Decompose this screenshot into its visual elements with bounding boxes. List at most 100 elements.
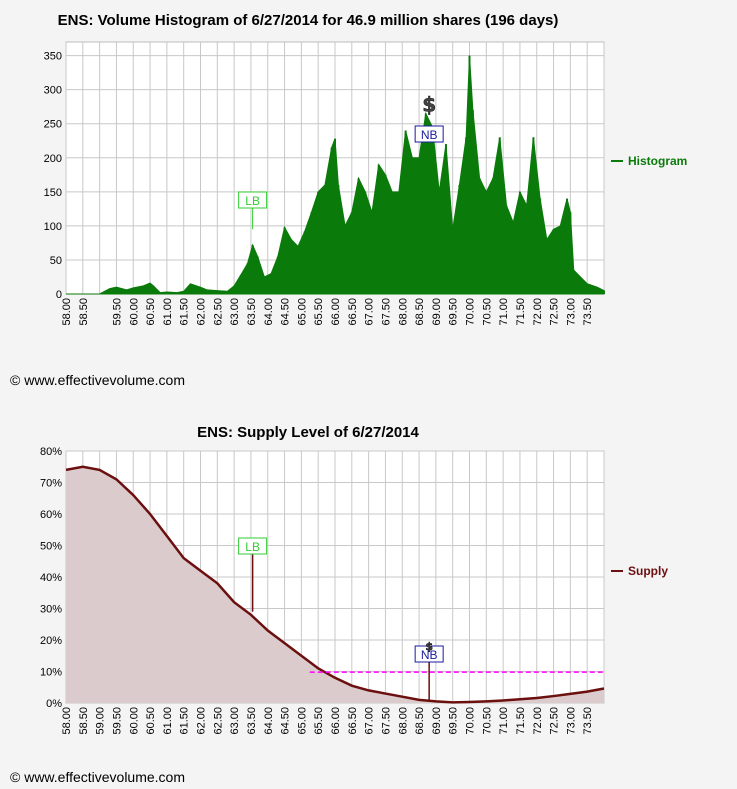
y-tick-label: 300 [44,85,62,97]
x-tick-label: 62.00 [196,298,208,326]
x-tick-label: 73.00 [565,298,577,326]
x-tick-label: 70.50 [481,298,493,326]
x-tick-label: 66.00 [330,707,342,735]
nb-marker-box [414,645,444,663]
histogram-legend: Histogram [611,154,687,168]
x-tick-label: 67.00 [364,298,376,326]
x-tick-label: 60.50 [145,298,157,326]
x-tick-label: 63.50 [246,707,258,735]
x-tick-label: 66.00 [330,298,342,326]
supply-legend: Supply [611,564,668,578]
y-tick-label: 20% [40,635,62,647]
x-tick-label: 66.50 [347,707,359,735]
dollar-icon: $ [422,93,436,117]
x-tick-label: 70.00 [465,707,477,735]
x-tick-label: 70.50 [481,707,493,735]
histogram-markers: LB NB $ [238,92,444,230]
y-tick-label: 70% [40,478,62,490]
x-tick-label: 67.00 [364,707,376,735]
x-tick-label: 73.00 [565,707,577,735]
lb-marker-label: LB [245,540,260,554]
histogram-series [66,55,605,295]
x-tick-label: 58.00 [61,707,73,735]
x-tick-label: 66.50 [347,298,359,326]
x-tick-label: 65.50 [313,707,325,735]
x-tick-label: 69.50 [448,298,460,326]
x-tick-label: 72.00 [532,298,544,326]
histogram-y-axis: 0 50 100 150 200 250 300 350 [44,51,62,301]
x-tick-label: 69.00 [431,707,443,735]
x-tick-label: 72.50 [549,298,561,326]
x-tick-label: 65.00 [296,298,308,326]
x-tick-label: 72.50 [549,707,561,735]
y-tick-label: 100 [44,221,62,233]
x-tick-label: 64.00 [263,298,275,326]
y-tick-label: 60% [40,509,62,521]
x-tick-label: 60.00 [128,707,140,735]
x-tick-label: 62.00 [196,707,208,735]
x-tick-label: 70.00 [465,298,477,326]
histogram-legend-label: Histogram [628,154,687,168]
x-tick-label: 72.00 [532,707,544,735]
x-tick-label: 59.50 [111,298,123,326]
x-tick-label: 67.50 [380,707,392,735]
x-tick-label: 60.00 [128,298,140,326]
copyright-text-bottom[interactable]: © www.effectivevolume.com [10,769,186,785]
x-tick-label: 68.50 [414,707,426,735]
supply-y-axis: 0% 10% 20% 30% 40% 50% 60% 70% 80% [40,446,62,710]
x-tick-label: 69.50 [448,707,460,735]
copyright-text-top[interactable]: © www.effectivevolume.com [10,372,186,388]
y-tick-label: 150 [44,187,62,199]
supply-markers: LB NB$ [238,537,444,702]
lb-marker-box [238,537,268,555]
series-area [66,466,604,703]
volume-histogram-chart: ENS: Volume Histogram of 6/27/2014 for 4… [44,12,688,326]
y-tick-label: 80% [40,446,62,458]
x-tick-label: 65.50 [313,298,325,326]
y-tick-label: 0 [56,289,62,301]
x-tick-label: 71.50 [515,298,527,326]
x-tick-label: 69.00 [431,298,443,326]
x-tick-label: 61.00 [162,298,174,326]
y-tick-label: 40% [40,572,62,584]
x-tick-label: 61.50 [179,298,191,326]
x-tick-label: 59.00 [95,707,107,735]
x-tick-label: 60.50 [145,707,157,735]
x-tick-label: 62.50 [212,707,224,735]
supply-legend-label: Supply [628,564,668,578]
x-tick-label: 61.00 [162,707,174,735]
x-tick-label: 58.50 [78,298,90,326]
x-tick-label: 63.50 [246,298,258,326]
supply-title: ENS: Supply Level of 6/27/2014 [197,424,419,441]
x-tick-label: 68.50 [414,298,426,326]
x-tick-label: 71.00 [498,298,510,326]
y-tick-label: 10% [40,667,62,679]
x-tick-label: 58.00 [61,298,73,326]
x-tick-label: 65.00 [296,707,308,735]
histogram-title: ENS: Volume Histogram of 6/27/2014 for 4… [58,12,559,29]
lb-marker-box [238,191,268,209]
dollar-icon: $ [425,640,433,653]
supply-series [65,465,605,704]
x-tick-label: 64.00 [263,707,275,735]
x-tick-label: 58.50 [78,707,90,735]
lb-marker-label: LB [245,194,260,208]
y-tick-label: 350 [44,51,62,63]
nb-marker-box [414,125,444,143]
x-tick-label: 64.50 [280,707,292,735]
y-tick-label: 50% [40,541,62,553]
x-tick-label: 68.00 [397,707,409,735]
nb-marker-label: NB [421,648,438,662]
x-tick-label: 59.50 [111,707,123,735]
x-tick-label: 67.50 [380,298,392,326]
y-tick-label: 30% [40,604,62,616]
x-tick-label: 63.00 [229,707,241,735]
supply-level-chart: ENS: Supply Level of 6/27/2014 0% 10% 20% 3… [40,424,668,735]
y-tick-label: 50 [50,255,62,267]
x-tick-label: 68.00 [397,298,409,326]
x-tick-label: 61.50 [179,707,191,735]
x-tick-label: 71.50 [515,707,527,735]
x-tick-label: 63.00 [229,298,241,326]
x-tick-label: 64.50 [280,298,292,326]
